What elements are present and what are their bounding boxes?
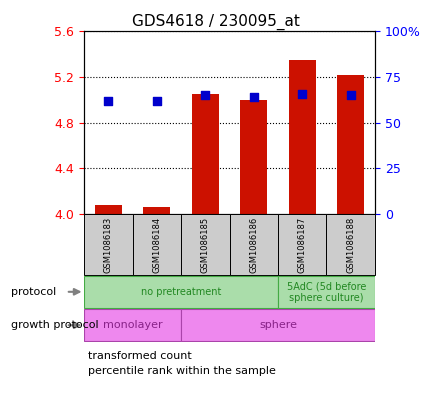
FancyBboxPatch shape (277, 276, 374, 308)
Point (347, 92, 353, 99)
Bar (95, 205, 121, 214)
Text: GSM1086185: GSM1086185 (200, 217, 209, 273)
Bar (191, 94, 218, 214)
FancyBboxPatch shape (84, 214, 132, 275)
Bar (288, 60, 315, 214)
Bar (337, 75, 363, 214)
Point (250, 94, 257, 100)
Bar (240, 100, 267, 214)
FancyBboxPatch shape (229, 214, 277, 275)
Text: no pretreatment: no pretreatment (141, 287, 221, 297)
FancyBboxPatch shape (181, 214, 229, 275)
FancyBboxPatch shape (326, 214, 374, 275)
Text: GSM1086184: GSM1086184 (152, 217, 161, 273)
Text: protocol: protocol (11, 286, 56, 297)
Text: GSM1086186: GSM1086186 (249, 217, 258, 273)
Text: GSM1086183: GSM1086183 (104, 217, 113, 273)
Point (104, 98, 111, 104)
Text: transformed count: transformed count (88, 351, 192, 361)
Text: growth protocol: growth protocol (11, 320, 98, 330)
FancyBboxPatch shape (132, 214, 181, 275)
Text: GSM1086187: GSM1086187 (297, 217, 306, 273)
FancyBboxPatch shape (277, 214, 326, 275)
Text: GDS4618 / 230095_at: GDS4618 / 230095_at (131, 14, 299, 30)
Text: 5AdC (5d before
sphere culture): 5AdC (5d before sphere culture) (286, 281, 365, 303)
Text: monolayer: monolayer (102, 320, 162, 330)
Bar (143, 208, 170, 214)
FancyBboxPatch shape (181, 309, 374, 341)
FancyBboxPatch shape (84, 309, 181, 341)
FancyBboxPatch shape (84, 276, 277, 308)
Point (201, 92, 208, 99)
Text: percentile rank within the sample: percentile rank within the sample (88, 366, 276, 376)
Point (153, 98, 160, 104)
Text: sphere: sphere (258, 320, 296, 330)
Point (298, 90, 305, 97)
Text: GSM1086188: GSM1086188 (345, 217, 354, 273)
